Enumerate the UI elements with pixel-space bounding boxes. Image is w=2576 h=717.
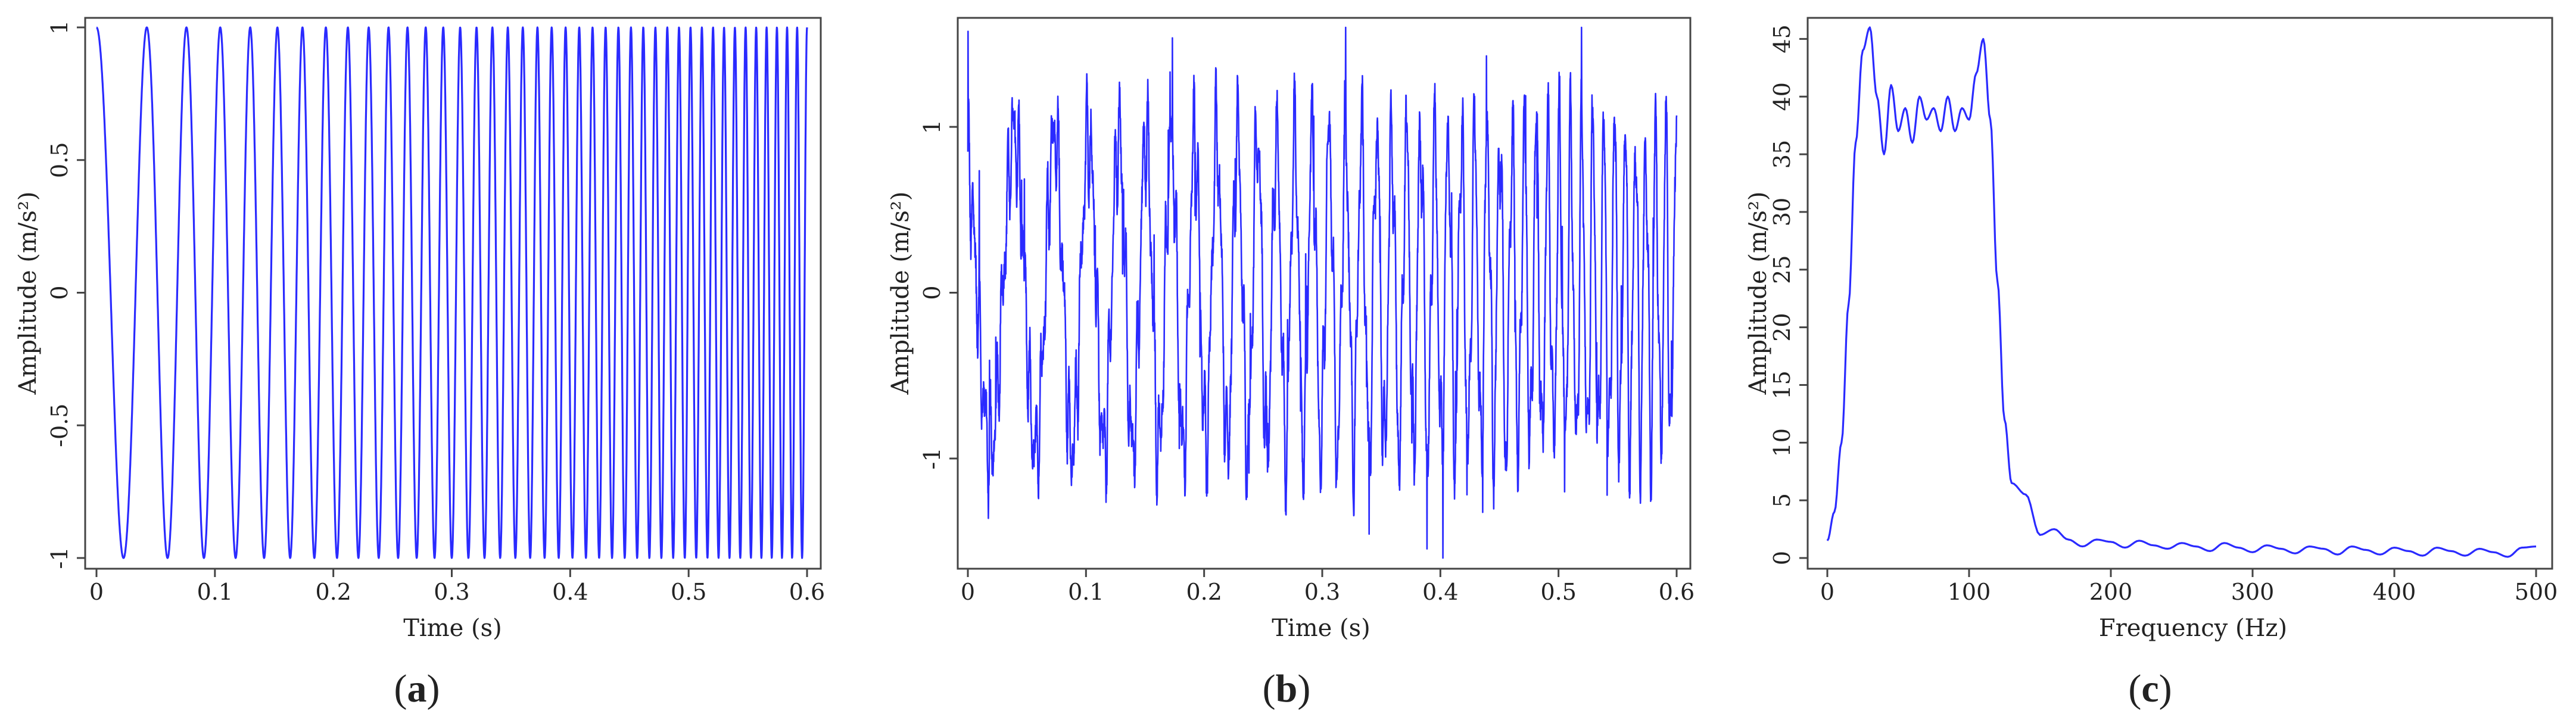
panel-b-x-tick-label: 0.6 — [1659, 579, 1695, 605]
panel-b-y-axis-label: Amplitude (m/s²) — [887, 191, 914, 395]
panel-c-y-tick-label: 45 — [1769, 24, 1795, 53]
panel-c-plot-frame — [1806, 17, 2553, 570]
panel-b-y-tick-label: 0 — [919, 285, 945, 300]
panel-b-y-tick-label: 1 — [919, 120, 945, 134]
panel-c-label-open: ( — [2128, 667, 2141, 710]
panel-c-y-tick-label: 25 — [1769, 255, 1795, 284]
panel-c-x-tick-label: 200 — [2089, 579, 2133, 605]
panel-b-label-letter: b — [1276, 667, 1298, 710]
panel-a-label: (a) — [394, 667, 440, 710]
panel-a-y-tick-label: 1 — [46, 20, 73, 35]
panel-b-y-ticks: -1 0 1 — [919, 120, 958, 469]
panel-b-x-axis-label: Time (s) — [1272, 615, 1370, 642]
panel-b-series-line — [967, 26, 1678, 559]
panel-c-series-line — [1826, 26, 2537, 558]
panel-c: 0 100 200 300 400 500 0 5 10 15 20 25 30 35 40 45 Freq… — [1745, 17, 2558, 710]
panel-c-y-tick-label: 15 — [1769, 370, 1795, 399]
panel-c-y-tick-label: 30 — [1769, 198, 1795, 226]
panel-a-y-tick-label: -0.5 — [46, 404, 73, 447]
panel-b: 0 0.1 0.2 0.3 0.4 0.5 0.6 -1 0 1 Time (s) Amplit… — [887, 17, 1695, 710]
panel-c-x-tick-label: 500 — [2515, 579, 2558, 605]
panel-c-y-tick-label: 10 — [1769, 428, 1795, 457]
panel-c-y-axis-label: Amplitude (m/s²) — [1745, 191, 1772, 395]
panel-c-y-tick-label: 40 — [1769, 82, 1795, 111]
panel-c-label: (c) — [2128, 667, 2172, 710]
panel-a-label-letter: a — [407, 667, 427, 710]
panel-a-y-tick-label: 0.5 — [46, 142, 73, 178]
panel-a-x-tick-label: 0.6 — [789, 579, 825, 605]
panel-a: 0 0.1 0.2 0.3 0.4 0.5 0.6 -1 -0.5 0 0.5 1 Time (s)… — [14, 17, 825, 710]
panel-c-x-tick-label: 0 — [1820, 579, 1834, 605]
panel-b-x-tick-label: 0 — [961, 579, 975, 605]
panel-c-y-tick-label: 5 — [1769, 493, 1795, 507]
panel-c-label-close: ) — [2159, 667, 2172, 710]
panel-a-y-axis-label: Amplitude (m/s²) — [14, 191, 42, 395]
panel-b-label: (b) — [1263, 667, 1311, 710]
panel-b-label-close: ) — [1297, 667, 1310, 710]
panel-c-x-tick-label: 400 — [2373, 579, 2416, 605]
panel-a-y-ticks: -1 -0.5 0 0.5 1 — [46, 20, 85, 569]
panel-a-label-close: ) — [427, 667, 440, 710]
panel-c-x-tick-label: 100 — [1948, 579, 1991, 605]
panel-b-x-tick-label: 0.5 — [1540, 579, 1576, 605]
panel-b-y-tick-label: -1 — [919, 447, 945, 469]
panel-b-x-tick-label: 0.3 — [1304, 579, 1340, 605]
panel-a-x-tick-label: 0 — [89, 579, 104, 605]
panel-c-y-tick-label: 35 — [1769, 140, 1795, 169]
panel-c-y-tick-label: 0 — [1769, 551, 1795, 565]
panel-a-x-tick-label: 0.5 — [671, 579, 706, 605]
panel-a-label-open: ( — [394, 667, 407, 710]
panel-c-label-letter: c — [2141, 667, 2158, 710]
panel-c-x-axis-label: Frequency (Hz) — [2099, 615, 2287, 642]
panel-a-y-tick-label: -1 — [46, 547, 73, 569]
panel-a-series-line — [95, 26, 808, 559]
panel-a-y-tick-label: 0 — [46, 285, 73, 300]
panel-c-x-ticks: 0 100 200 300 400 500 — [1820, 569, 2558, 605]
panel-b-label-open: ( — [1263, 667, 1276, 710]
panel-b-x-tick-label: 0.4 — [1422, 579, 1458, 605]
panel-a-x-tick-label: 0.2 — [315, 579, 351, 605]
panel-c-y-tick-label: 20 — [1769, 313, 1795, 341]
panel-b-x-tick-label: 0.2 — [1186, 579, 1222, 605]
panel-a-x-axis-label: Time (s) — [403, 615, 502, 642]
panel-b-x-tick-label: 0.1 — [1068, 579, 1104, 605]
panel-a-x-ticks: 0 0.1 0.2 0.3 0.4 0.5 0.6 — [89, 569, 825, 605]
panel-c-y-ticks: 0 5 10 15 20 25 30 35 40 45 — [1769, 24, 1808, 565]
panel-b-x-ticks: 0 0.1 0.2 0.3 0.4 0.5 0.6 — [961, 569, 1695, 605]
panel-a-x-tick-label: 0.1 — [197, 579, 233, 605]
panel-c-x-tick-label: 300 — [2231, 579, 2275, 605]
panel-a-x-tick-label: 0.4 — [552, 579, 588, 605]
panel-a-x-tick-label: 0.3 — [434, 579, 469, 605]
